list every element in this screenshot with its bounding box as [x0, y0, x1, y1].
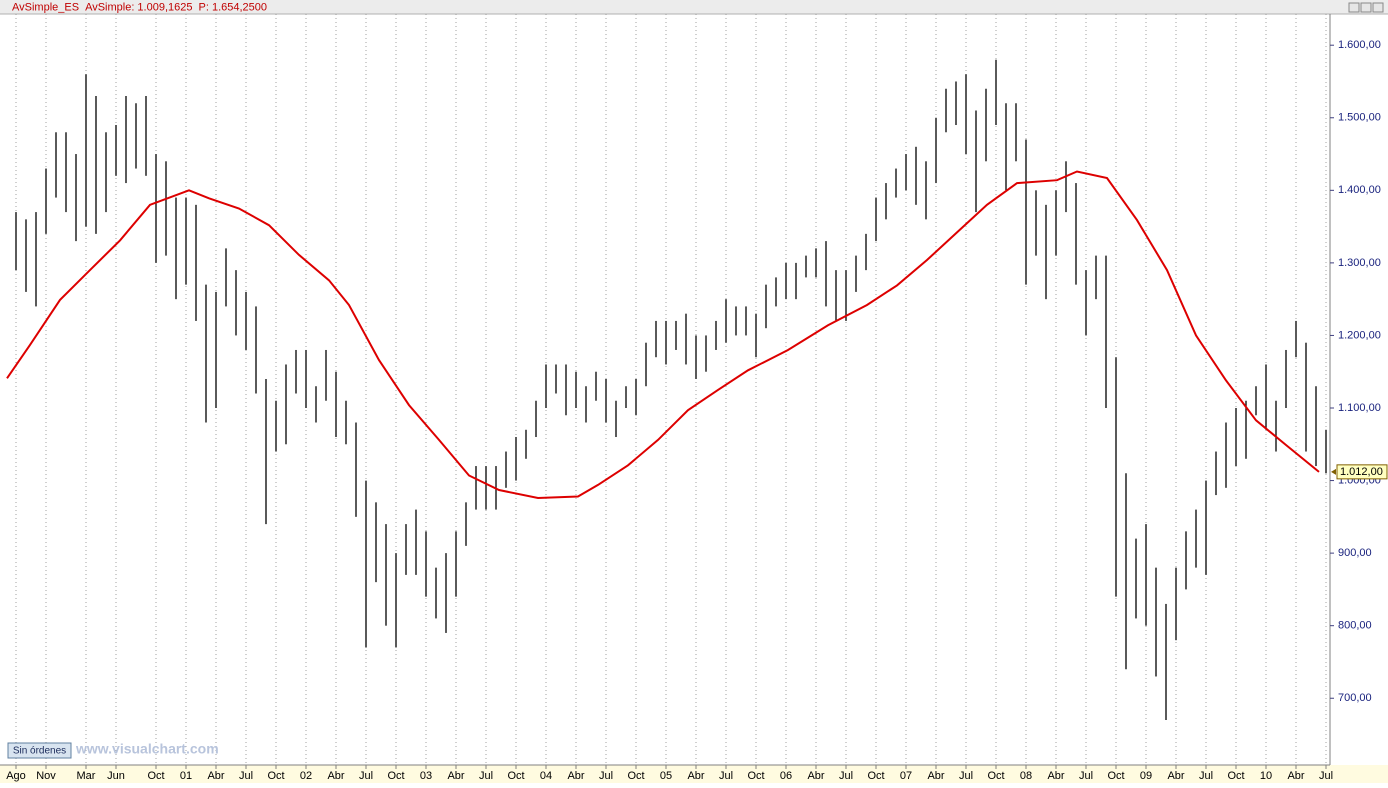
- x-tick-label: Oct: [1107, 770, 1124, 782]
- x-tick-label: Abr: [1167, 770, 1184, 782]
- x-axis-strip: [0, 765, 1388, 783]
- x-tick-label: 04: [540, 770, 552, 782]
- series-name: AvSimple_ES: [12, 1, 79, 13]
- indicator-value: AvSimple: 1.009,1625: [85, 1, 192, 13]
- x-tick-label: Mar: [77, 770, 96, 782]
- y-tick-label: 1.600,00: [1338, 39, 1381, 51]
- order-button[interactable]: [7, 742, 72, 759]
- last-value-box: [1336, 464, 1388, 480]
- x-tick-label: Abr: [207, 770, 224, 782]
- x-tick-label: 09: [1140, 770, 1152, 782]
- y-tick-label: 1.400,00: [1338, 184, 1381, 196]
- x-tick-label: Oct: [387, 770, 404, 782]
- y-tick-label: 700,00: [1338, 692, 1372, 704]
- window-controls: [1348, 2, 1384, 13]
- price-value: P: 1.654,2500: [199, 1, 268, 13]
- x-tick-label: Jul: [1199, 770, 1213, 782]
- x-tick-label: Jul: [359, 770, 373, 782]
- x-tick-label: Abr: [447, 770, 464, 782]
- x-tick-label: Abr: [327, 770, 344, 782]
- x-tick-label: Abr: [1287, 770, 1304, 782]
- y-tick-label: 1.300,00: [1338, 257, 1381, 269]
- x-tick-label: Oct: [747, 770, 764, 782]
- minimize-button[interactable]: [1348, 2, 1360, 13]
- x-tick-label: Oct: [627, 770, 644, 782]
- x-tick-label: Nov: [36, 770, 56, 782]
- x-tick-label: Oct: [987, 770, 1004, 782]
- y-tick-label: 1.100,00: [1338, 402, 1381, 414]
- x-tick-label: Abr: [687, 770, 704, 782]
- x-tick-label: Jul: [839, 770, 853, 782]
- y-tick-label: 800,00: [1338, 620, 1372, 632]
- x-tick-label: Oct: [1227, 770, 1244, 782]
- x-tick-label: 05: [660, 770, 672, 782]
- x-tick-label: Abr: [1047, 770, 1064, 782]
- x-tick-label: 08: [1020, 770, 1032, 782]
- x-tick-label: Oct: [267, 770, 284, 782]
- y-tick-label: 1.200,00: [1338, 329, 1381, 341]
- moving-average-line: [6, 170, 1320, 500]
- x-tick-label: Oct: [147, 770, 164, 782]
- y-tick-label: 1.500,00: [1338, 112, 1381, 124]
- x-tick-label: Jul: [239, 770, 253, 782]
- marks: [6, 59, 1327, 721]
- x-tick-label: 02: [300, 770, 312, 782]
- x-tick-label: 10: [1260, 770, 1272, 782]
- x-tick-label: 03: [420, 770, 432, 782]
- x-tick-label: Ago: [6, 770, 26, 782]
- x-tick-label: Oct: [507, 770, 524, 782]
- x-tick-label: Abr: [567, 770, 584, 782]
- y-tick-label: 900,00: [1338, 547, 1372, 559]
- x-tick-label: 07: [900, 770, 912, 782]
- close-button[interactable]: [1372, 2, 1384, 13]
- maximize-button[interactable]: [1360, 2, 1372, 13]
- x-tick-label: Jul: [1079, 770, 1093, 782]
- last-value-label: 1.012,00: [1340, 466, 1383, 478]
- axes: Ago Nov Mar Jun Oct 01 Abr Jul Oct 02 Abr Jul Oct 03 A…: [6, 39, 1388, 782]
- x-tick-label: Oct: [867, 770, 884, 782]
- x-tick-label: Jul: [719, 770, 733, 782]
- x-tick-label: 01: [180, 770, 192, 782]
- title-bar: [0, 0, 1388, 14]
- x-tick-label: Jun: [107, 770, 125, 782]
- x-tick-label: Jul: [599, 770, 613, 782]
- watermark: www.visualchart.com: [75, 741, 219, 757]
- x-tick-label: Jul: [479, 770, 493, 782]
- x-tick-label: 06: [780, 770, 792, 782]
- last-value-pointer: [1331, 468, 1336, 475]
- order-button-label: Sin órdenes: [13, 746, 66, 757]
- x-tick-label: Jul: [1319, 770, 1333, 782]
- x-tick-label: Abr: [927, 770, 944, 782]
- x-tick-label: Jul: [959, 770, 973, 782]
- x-tick-label: Abr: [807, 770, 824, 782]
